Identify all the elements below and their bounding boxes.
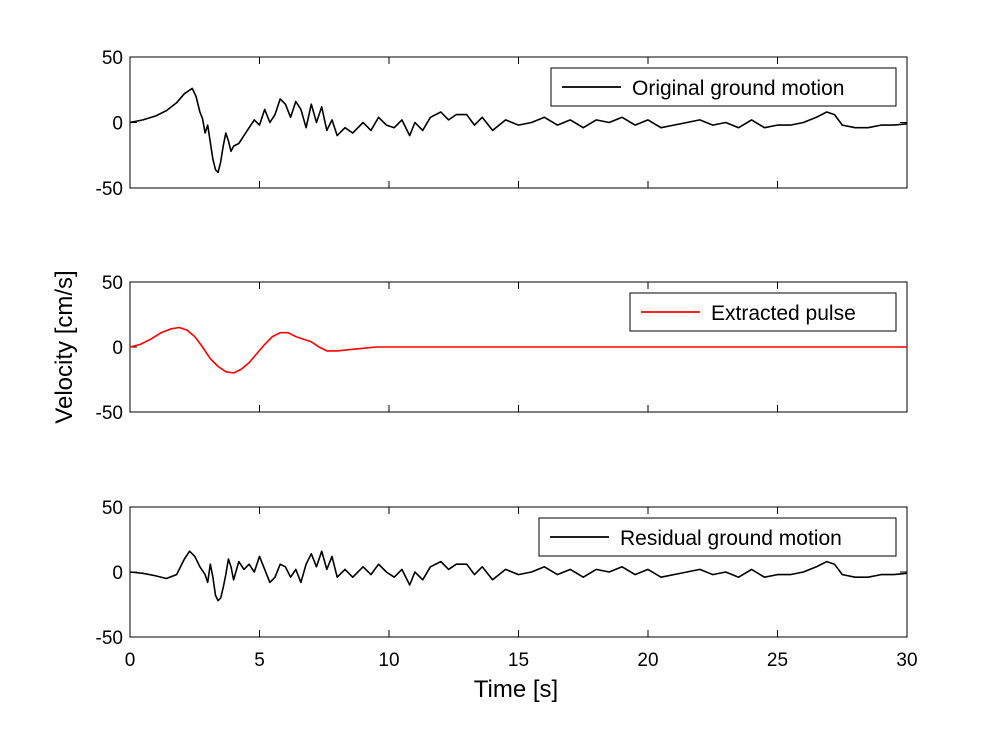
panel-pulse: 50 0 -50 Extracted pulse xyxy=(96,273,908,424)
y-tick-label: -50 xyxy=(96,179,123,200)
x-tick-label: 0 xyxy=(125,650,136,671)
series-line-residual xyxy=(129,550,908,602)
panel-original: 50 0 -50 Original ground motion xyxy=(96,48,908,200)
y-tick-label: -50 xyxy=(96,403,123,424)
legend-residual: Residual ground motion xyxy=(538,517,897,557)
y-tick-label: 50 xyxy=(102,273,123,294)
legend-label: Residual ground motion xyxy=(620,527,842,550)
y-tick-label: 50 xyxy=(102,48,123,69)
y-tick-label: 50 xyxy=(102,498,123,519)
x-tick-label: 15 xyxy=(508,650,529,671)
y-tick-label: 0 xyxy=(112,114,123,135)
legend-label: Original ground motion xyxy=(632,77,844,100)
legend-pulse: Extracted pulse xyxy=(629,292,897,332)
x-tick-label: 30 xyxy=(896,650,917,671)
series-line-pulse xyxy=(129,326,907,374)
x-tick-label: 20 xyxy=(637,650,658,671)
x-tick-label: 10 xyxy=(378,650,399,671)
y-axis-title: Velocity [cm/s] xyxy=(51,270,78,423)
y-tick-label: 0 xyxy=(112,338,123,359)
legend-original: Original ground motion xyxy=(550,67,897,107)
series-line-original xyxy=(129,87,908,174)
x-axis-title: Time [s] xyxy=(474,676,558,703)
legend-label: Extracted pulse xyxy=(711,302,856,325)
y-tick-label: 0 xyxy=(112,563,123,584)
x-tick-label: 5 xyxy=(254,650,265,671)
x-tick-label: 25 xyxy=(767,650,788,671)
y-tick-label: -50 xyxy=(96,628,123,649)
